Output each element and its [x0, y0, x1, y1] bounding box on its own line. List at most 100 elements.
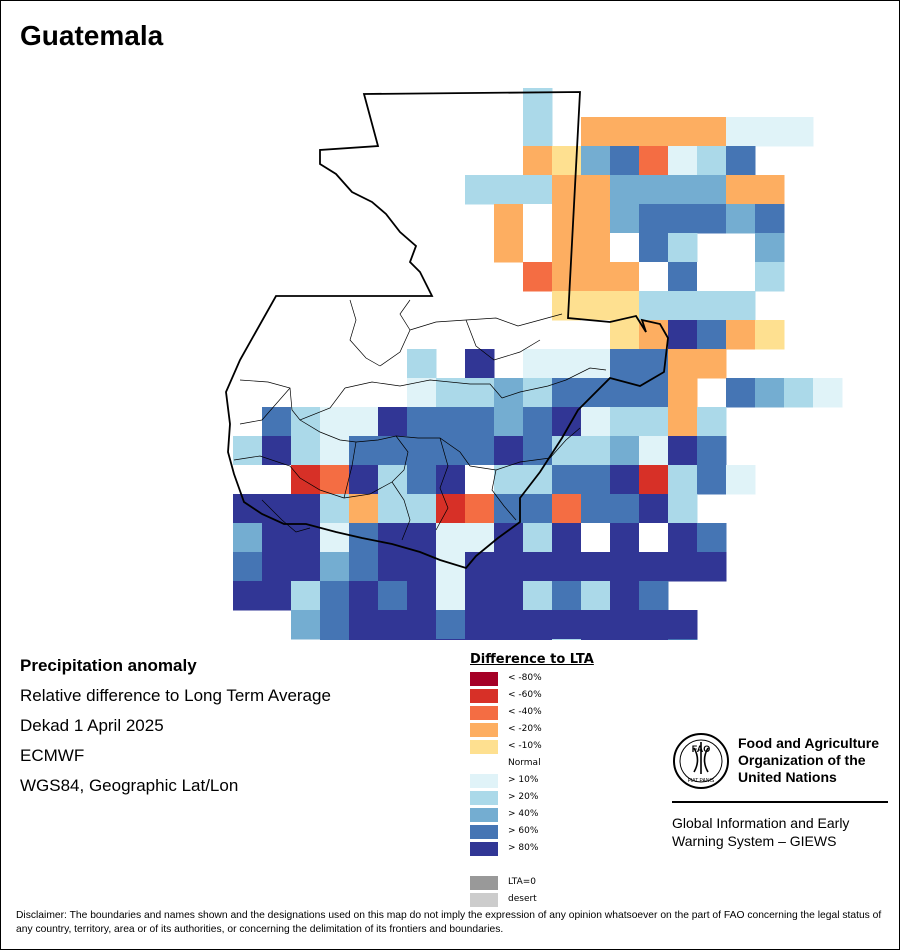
grid-cell: [349, 581, 379, 611]
grid-cell: [755, 117, 785, 147]
grid-cell: [494, 465, 524, 495]
dept-boundary: [239, 379, 346, 421]
grid-cell: [726, 378, 756, 408]
grid-cell: [523, 349, 553, 379]
grid-cell: [610, 639, 640, 640]
grid-cell: [697, 291, 727, 321]
grid-cell: [610, 233, 640, 263]
legend-swatch: [470, 689, 498, 703]
grid-cell: [291, 465, 321, 495]
grid-cell: [581, 610, 611, 640]
fao-logo-motto: FIAT PANIS: [688, 778, 715, 784]
legend-swatch: [470, 757, 498, 771]
grid-cell: [610, 262, 640, 292]
grid-cell: [465, 407, 495, 437]
grid-cell: [668, 175, 698, 205]
grid-cell: [320, 494, 350, 524]
grid-cell: [320, 639, 350, 640]
department-boundaries: [233, 299, 607, 541]
grid-cell: [726, 465, 756, 495]
grid-cell: [233, 552, 263, 582]
grid-cell: [465, 378, 495, 408]
grid-cell: [639, 378, 669, 408]
grid-cell: [610, 204, 640, 234]
grid-cell: [552, 523, 582, 553]
dept-boundary: [501, 367, 607, 399]
grid-cell: [436, 494, 466, 524]
grid-cell: [639, 291, 669, 321]
grid-cell: [523, 552, 553, 582]
grid-cell: [552, 610, 582, 640]
grid-cell: [668, 117, 698, 147]
grid-cell: [552, 349, 582, 379]
grid-cell: [668, 291, 698, 321]
legend-title: Difference to LTA: [470, 652, 594, 667]
grid-cell: [639, 465, 669, 495]
grid-cell: [581, 581, 611, 611]
grid-cell: [523, 378, 553, 408]
grid-cell: [407, 523, 437, 553]
dept-boundary: [239, 387, 291, 425]
grid-cell: [378, 407, 408, 437]
grid-cell: [407, 436, 437, 466]
legend-label: Normal: [508, 758, 541, 768]
grid-cell: [784, 378, 814, 408]
grid-cell: [697, 465, 727, 495]
grid-cell: [262, 581, 292, 611]
info-heading: Precipitation anomaly: [20, 656, 197, 675]
legend-swatch: [470, 723, 498, 737]
grid-cell: [465, 175, 495, 205]
grid-cell: [320, 581, 350, 611]
grid-cell: [639, 639, 669, 640]
dept-boundary: [344, 379, 503, 399]
legend-swatch: [470, 876, 498, 890]
grid-cell: [494, 407, 524, 437]
grid-cell: [581, 117, 611, 147]
grid-cell: [755, 175, 785, 205]
grid-cell: [494, 233, 524, 263]
grid-cell: [581, 175, 611, 205]
grid-cell: [552, 204, 582, 234]
grid-cell: [639, 175, 669, 205]
grid-cell: [726, 117, 756, 147]
grid-cell: [291, 523, 321, 553]
grid-cell: [291, 407, 321, 437]
grid-cell: [378, 494, 408, 524]
grid-cell: [639, 117, 669, 147]
grid-cell: [581, 204, 611, 234]
grid-cell: [494, 175, 524, 205]
grid-cell: [465, 610, 495, 640]
fao-logo-text: FAO: [692, 744, 711, 754]
grid-cell: [755, 262, 785, 292]
grid-cell: [726, 291, 756, 321]
grid-cell: [523, 465, 553, 495]
legend-label: < -20%: [508, 724, 542, 734]
map-title: Guatemala: [20, 20, 164, 51]
grid-cell: [523, 233, 553, 263]
grid-cell: [610, 581, 640, 611]
dept-boundary: [409, 313, 563, 331]
grid-cell: [262, 465, 292, 495]
legend-item: < -20%: [470, 722, 594, 739]
disclaimer: Disclaimer: The boundaries and names sho…: [16, 910, 882, 935]
grid-cell: [639, 523, 669, 553]
giews-name: Global Information and Early Warning Sys…: [672, 815, 850, 849]
legend-label: > 60%: [508, 826, 539, 836]
dept-boundary: [261, 499, 311, 533]
grid-cell: [523, 610, 553, 640]
dept-boundary: [391, 481, 411, 541]
legend-item: desert: [470, 892, 594, 909]
grid-cell: [639, 581, 669, 611]
grid-cell: [407, 581, 437, 611]
grid-cell: [668, 407, 698, 437]
grid-cell: [465, 552, 495, 582]
grid-cell: [523, 523, 553, 553]
grid-cell: [697, 175, 727, 205]
grid-cell: [494, 552, 524, 582]
grid-cell: [523, 494, 553, 524]
grid-cell: [610, 494, 640, 524]
grid-cell: [668, 552, 698, 582]
grid-cell: [407, 639, 437, 640]
fao-name: Food and Agriculture Organization of the…: [738, 735, 880, 785]
grid-cell: [523, 175, 553, 205]
